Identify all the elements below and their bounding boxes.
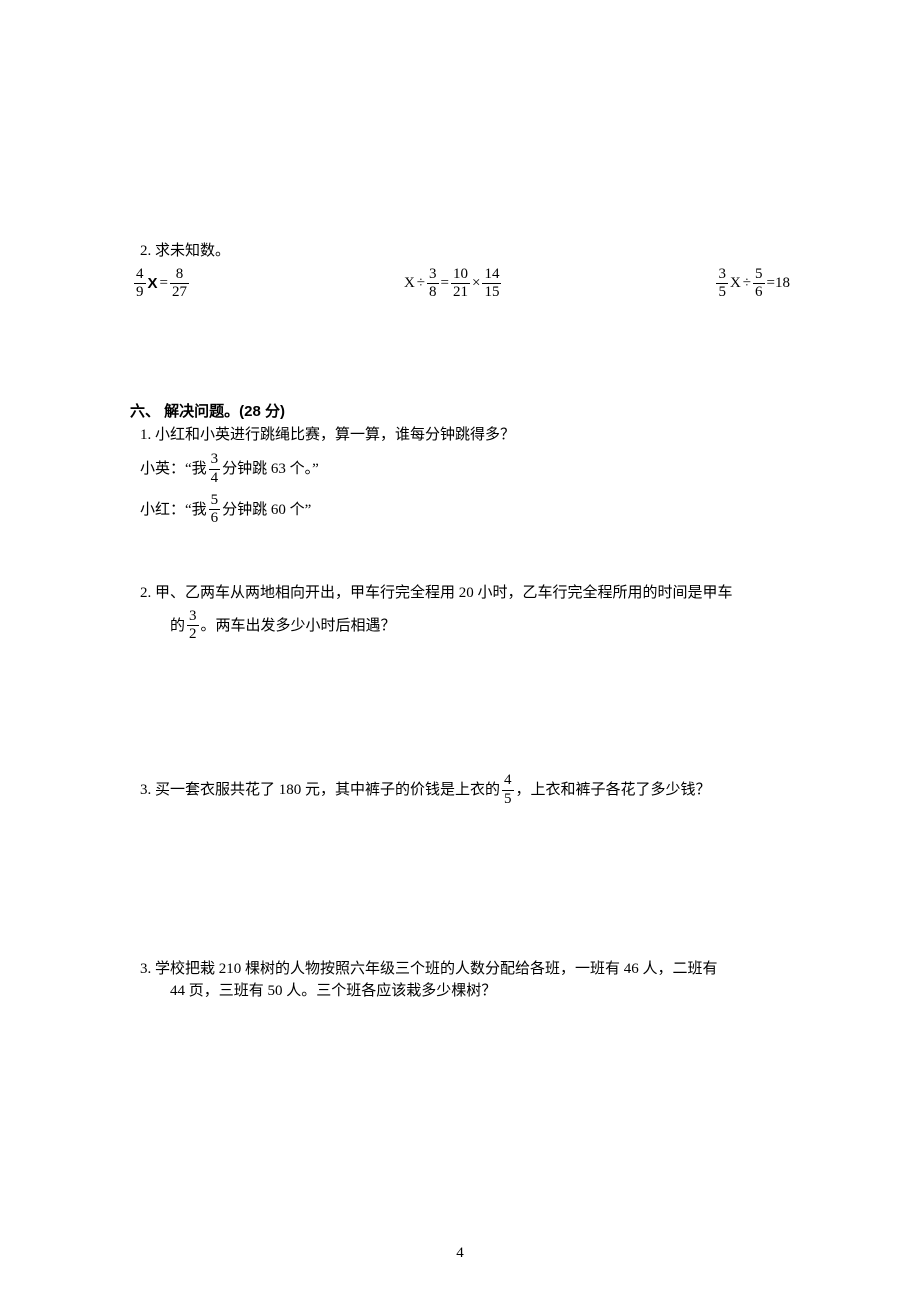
q2-line2: 的 32 。两车出发多少小时后相遇？	[170, 609, 790, 644]
sec2-equations-row: 49 X = 827 X ÷ 38 = 1021 × 1415	[134, 267, 790, 302]
q1-hong-pre: 小红：“我	[140, 499, 207, 522]
q1-hong-post: 分钟跳 60 个”	[222, 499, 311, 522]
x-var: X	[730, 275, 741, 292]
q3-post: ，上衣和裤子各花了多少钱？	[516, 779, 711, 802]
equals: =	[160, 275, 168, 292]
sec2-eq1: 49 X = 827	[134, 267, 189, 302]
frac: 35	[716, 267, 728, 302]
divide: ÷	[743, 275, 751, 292]
page: 2. 求未知数。 49 X = 827 X ÷ 38 = 1021 ×	[0, 0, 920, 1302]
q1-title: 1. 小红和小英进行跳绳比赛，算一算，谁每分钟跳得多？	[140, 424, 790, 447]
sec2-title: 2. 求未知数。	[140, 240, 790, 263]
frac: 1021	[451, 267, 470, 302]
q4-line1: 3. 学校把栽 210 棵树的人物按照六年级三个班的人数分配给各班，一班有 46…	[140, 958, 790, 981]
frac: 1415	[482, 267, 501, 302]
frac: 45	[502, 773, 514, 808]
q1-hong: 小红：“我 56 分钟跳 60 个”	[140, 493, 790, 528]
divide: ÷	[417, 275, 425, 292]
sec2-eq2: X ÷ 38 = 1021 × 1415	[404, 267, 502, 302]
frac: 34	[209, 452, 221, 487]
q2-l2-pre: 的	[170, 615, 185, 638]
page-number: 4	[0, 1245, 920, 1262]
sec6-heading: 六、 解决问题。(28 分)	[130, 401, 790, 424]
q1-ying-post: 分钟跳 63 个。”	[222, 458, 319, 481]
sec2-eq3: 35 X ÷ 56 =18	[716, 267, 790, 302]
q2-line1: 2. 甲、乙两车从两地相向开出，甲车行完全程用 20 小时，乙车行完全程所用的时…	[140, 582, 790, 605]
frac: 827	[170, 267, 189, 302]
times: ×	[472, 275, 480, 292]
frac: 49	[134, 267, 146, 302]
q4-line2: 44 页，三班有 50 人。三个班各应该栽多少棵树？	[170, 980, 790, 1003]
q3: 3. 买一套衣服共花了 180 元，其中裤子的价钱是上衣的 45 ，上衣和裤子各…	[140, 773, 790, 808]
frac: 38	[427, 267, 439, 302]
x-var: X	[148, 275, 158, 292]
frac: 32	[187, 609, 199, 644]
equals: =	[441, 275, 449, 292]
q1-ying: 小英：“我 34 分钟跳 63 个。”	[140, 452, 790, 487]
equals-18: =18	[767, 275, 790, 292]
q2-l2-post: 。两车出发多少小时后相遇？	[201, 615, 396, 638]
frac: 56	[753, 267, 765, 302]
frac: 56	[209, 493, 221, 528]
q3-pre: 3. 买一套衣服共花了 180 元，其中裤子的价钱是上衣的	[140, 779, 500, 802]
q1-ying-pre: 小英：“我	[140, 458, 207, 481]
x-var: X	[404, 275, 415, 292]
